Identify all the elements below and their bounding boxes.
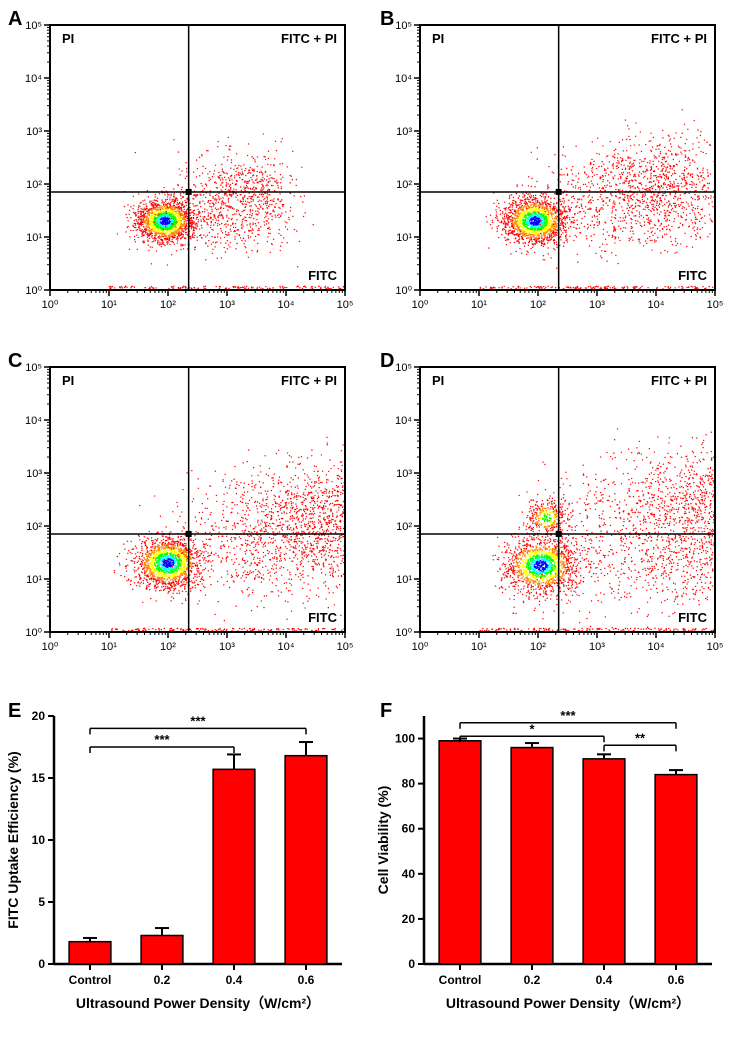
svg-text:10¹: 10¹ [26,232,42,244]
svg-text:10³: 10³ [219,299,235,311]
svg-text:10²: 10² [26,179,42,191]
svg-text:FITC + PI: FITC + PI [281,31,337,46]
svg-text:FITC: FITC [308,268,337,283]
figure: A B C D E F 10⁰10⁰10¹10¹10²10²10³10³10⁴1… [0,0,748,1043]
scatter-D: 10⁰10⁰10¹10¹10²10²10³10³10⁴10⁴10⁵10⁵PIFI… [382,362,727,682]
svg-text:10⁵: 10⁵ [337,299,354,311]
svg-text:10⁰: 10⁰ [42,299,59,311]
svg-text:PI: PI [62,31,74,46]
scatter-B: 10⁰10⁰10¹10¹10²10²10³10³10⁴10⁴10⁵10⁵PIFI… [382,20,727,340]
svg-text:10⁰: 10⁰ [25,285,42,297]
scatter-C: 10⁰10⁰10¹10¹10²10²10³10³10⁴10⁴10⁵10⁵PIFI… [12,362,357,682]
svg-text:10²: 10² [160,299,176,311]
svg-text:10⁴: 10⁴ [278,299,295,311]
barchart-F: 020406080100Control0.20.40.6******Cell V… [372,710,727,1025]
svg-text:10³: 10³ [26,126,42,138]
scatter-A: 10⁰10⁰ 10¹ 10¹ 10² 10² 10³ 10³ 10⁴ 10⁴ 10⁵ 10⁵ PI FI… [12,20,357,340]
barchart-E: 05101520Control0.20.40.6******FITC Uptak… [2,710,357,1025]
svg-text:10¹: 10¹ [101,299,117,311]
svg-text:10⁵: 10⁵ [25,20,42,32]
svg-text:10⁴: 10⁴ [25,73,42,85]
